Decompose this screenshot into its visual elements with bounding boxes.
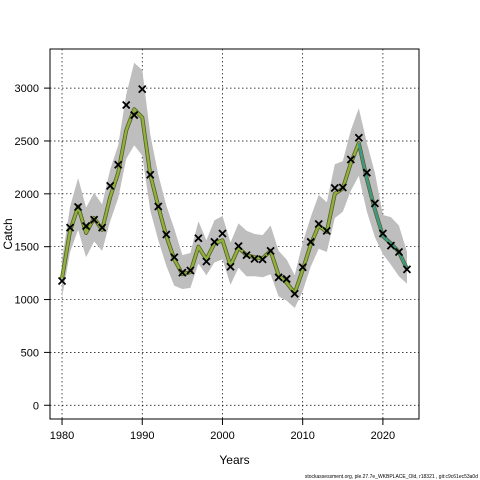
- observed-point-2016: [346, 155, 355, 164]
- observed-point-2021: [386, 241, 396, 250]
- observed-point-1998: [202, 257, 211, 266]
- observed-point-2022: [394, 247, 404, 257]
- observed-markers-layer: [57, 85, 412, 298]
- observed-point-1994: [170, 253, 179, 262]
- observed-point-1986: [106, 181, 115, 191]
- x-tick-label-2020: 2020: [371, 430, 395, 442]
- y-tick-label-2500: 2500: [15, 136, 39, 148]
- observed-point-2007: [274, 273, 283, 282]
- observed-point-1987: [114, 160, 123, 169]
- observed-point-1981: [65, 223, 75, 232]
- observed-point-2010: [298, 263, 307, 272]
- observed-point-2003: [242, 251, 251, 260]
- observed-point-2009: [290, 289, 299, 298]
- observed-point-2004: [250, 254, 259, 263]
- plot-frame: [49, 48, 420, 420]
- observed-point-1996: [186, 266, 195, 275]
- x-axis-title: Years: [219, 453, 249, 467]
- observed-point-1995: [178, 268, 187, 277]
- observed-point-2014: [330, 183, 339, 193]
- y-axis-title: Catch: [1, 218, 15, 249]
- y-tick-label-2000: 2000: [15, 189, 39, 201]
- observed-point-2000: [218, 229, 227, 238]
- y-tick-label-500: 500: [21, 347, 39, 359]
- observed-point-1997: [194, 234, 203, 243]
- observed-point-1985: [98, 223, 107, 232]
- observed-point-2012: [314, 219, 323, 229]
- observed-point-2015: [338, 183, 347, 192]
- confidence-band-layer: [62, 62, 407, 309]
- observed-point-2006: [266, 246, 275, 256]
- observed-point-1991: [146, 170, 155, 179]
- observed-point-2023: [402, 265, 412, 274]
- observed-point-1983: [81, 221, 91, 231]
- x-tick-label-2010: 2010: [290, 430, 314, 442]
- observed-point-1999: [210, 237, 219, 247]
- observed-point-2001: [226, 262, 235, 271]
- y-tick-label-1000: 1000: [15, 295, 39, 307]
- y-tick-label-3000: 3000: [15, 83, 39, 95]
- observed-point-2002: [234, 242, 243, 251]
- y-tick-label-0: 0: [33, 400, 39, 412]
- observed-point-1980: [57, 276, 67, 286]
- y-tick-label-1500: 1500: [15, 242, 39, 254]
- observed-point-2008: [282, 274, 291, 284]
- observed-point-2005: [258, 255, 267, 264]
- confidence-band: [62, 62, 407, 309]
- observed-point-2019: [370, 199, 380, 208]
- observed-point-1990: [138, 85, 147, 94]
- observed-point-1988: [122, 100, 131, 110]
- observed-point-1982: [73, 202, 83, 212]
- observed-point-1993: [162, 230, 171, 239]
- observed-point-1984: [89, 215, 99, 224]
- observed-point-2013: [322, 226, 331, 235]
- x-tick-label-2000: 2000: [210, 430, 234, 442]
- observed-point-2017: [354, 133, 363, 142]
- axes: 1980 1990 2000 2010 2020 0 500 1000 1500 2000 2500…: [15, 83, 396, 442]
- observed-point-2018: [362, 168, 371, 177]
- observed-point-2020: [378, 229, 388, 238]
- observed-point-1989: [130, 110, 139, 120]
- footer-provenance: stockassessment.org, ple.27.7e_WKBPLACE_…: [305, 474, 478, 480]
- x-tick-label-1990: 1990: [130, 430, 154, 442]
- x-tick-label-1980: 1980: [50, 430, 74, 442]
- observed-point-1992: [154, 202, 163, 211]
- observed-point-2011: [306, 237, 315, 247]
